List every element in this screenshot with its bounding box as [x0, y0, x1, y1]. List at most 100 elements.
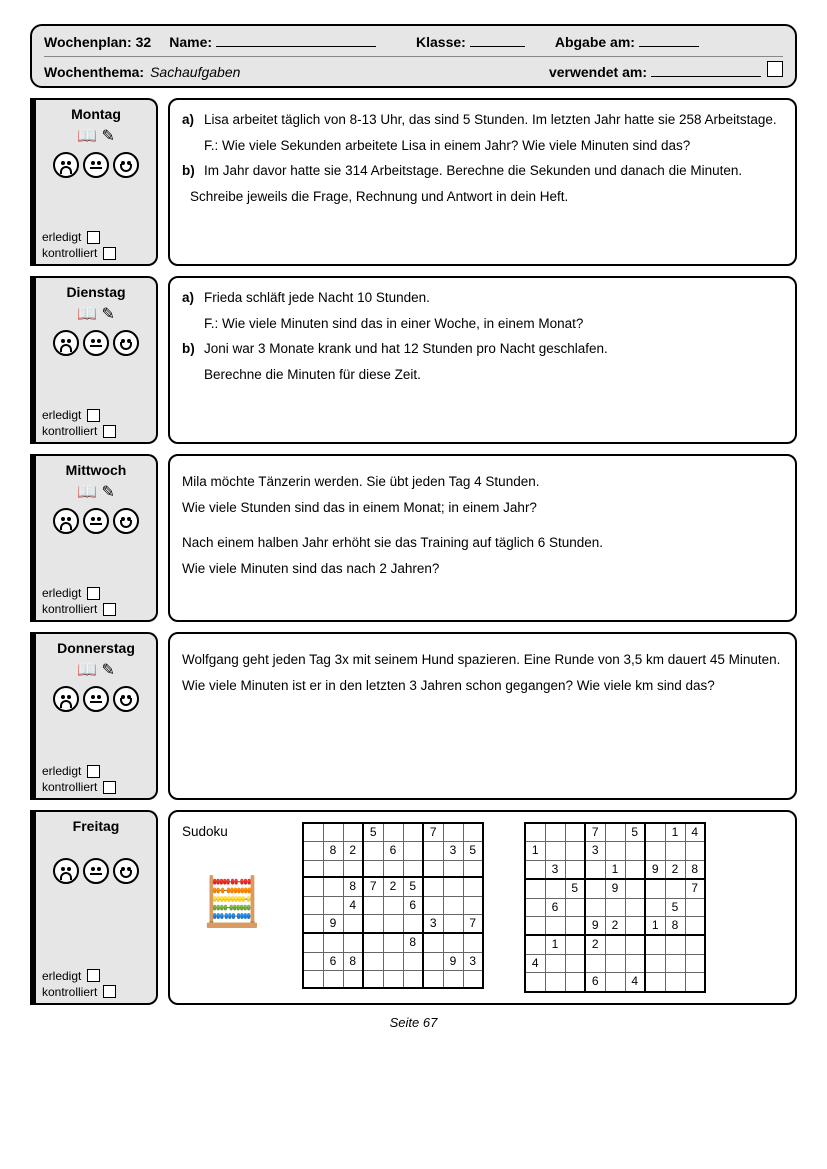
sudoku-cell[interactable]: [403, 915, 423, 934]
sudoku-cell[interactable]: [605, 842, 625, 860]
sudoku-cell[interactable]: 1: [645, 916, 665, 935]
sudoku-cell[interactable]: 2: [665, 860, 685, 879]
smiley-sad-icon[interactable]: [53, 686, 79, 712]
checked-checkbox[interactable]: [103, 985, 116, 998]
sudoku-cell[interactable]: 1: [525, 842, 545, 860]
sudoku-cell[interactable]: [665, 879, 685, 898]
sudoku-cell[interactable]: 3: [545, 860, 565, 879]
sudoku-cell[interactable]: 8: [665, 916, 685, 935]
checked-checkbox[interactable]: [103, 425, 116, 438]
sudoku-cell[interactable]: 8: [323, 842, 343, 860]
sudoku-cell[interactable]: [423, 971, 443, 988]
sudoku-cell[interactable]: [565, 916, 585, 935]
checked-checkbox[interactable]: [103, 603, 116, 616]
sudoku-cell[interactable]: 6: [383, 842, 403, 860]
sudoku-cell[interactable]: [665, 842, 685, 860]
sudoku-cell[interactable]: [443, 860, 463, 877]
sudoku-cell[interactable]: [463, 933, 483, 952]
sudoku-cell[interactable]: [525, 860, 545, 879]
sudoku-cell[interactable]: [303, 933, 323, 952]
sudoku-cell[interactable]: [565, 954, 585, 972]
sudoku-cell[interactable]: 4: [685, 823, 705, 842]
sudoku-cell[interactable]: [585, 879, 605, 898]
sudoku-cell[interactable]: [443, 971, 463, 988]
sudoku-cell[interactable]: [565, 860, 585, 879]
sudoku-cell[interactable]: [303, 842, 323, 860]
sudoku-cell[interactable]: 5: [625, 823, 645, 842]
sudoku-cell[interactable]: 9: [645, 860, 665, 879]
sudoku-cell[interactable]: [525, 898, 545, 916]
sudoku-cell[interactable]: [645, 823, 665, 842]
due-field[interactable]: [639, 46, 699, 47]
sudoku-cell[interactable]: [383, 896, 403, 914]
sudoku-cell[interactable]: [463, 823, 483, 842]
sudoku-cell[interactable]: [545, 973, 565, 992]
sudoku-cell[interactable]: [665, 935, 685, 954]
sudoku-cell[interactable]: [565, 823, 585, 842]
smiley-neutral-icon[interactable]: [83, 330, 109, 356]
sudoku-cell[interactable]: [343, 971, 363, 988]
sudoku-cell[interactable]: [625, 916, 645, 935]
sudoku-cell[interactable]: 7: [463, 915, 483, 934]
sudoku-cell[interactable]: [323, 860, 343, 877]
sudoku-cell[interactable]: [443, 933, 463, 952]
sudoku-cell[interactable]: [363, 952, 383, 970]
sudoku-cell[interactable]: [565, 973, 585, 992]
sudoku-cell[interactable]: 4: [625, 973, 645, 992]
sudoku-cell[interactable]: 6: [585, 973, 605, 992]
used-checkbox[interactable]: [767, 61, 783, 77]
sudoku-cell[interactable]: [625, 842, 645, 860]
sudoku-cell[interactable]: [645, 954, 665, 972]
smiley-happy-icon[interactable]: [113, 686, 139, 712]
sudoku-cell[interactable]: [423, 896, 443, 914]
sudoku-cell[interactable]: 6: [545, 898, 565, 916]
sudoku-cell[interactable]: [323, 896, 343, 914]
sudoku-cell[interactable]: [343, 860, 363, 877]
sudoku-cell[interactable]: [645, 898, 665, 916]
sudoku-cell[interactable]: [323, 971, 343, 988]
sudoku-cell[interactable]: [303, 823, 323, 842]
sudoku-cell[interactable]: 4: [525, 954, 545, 972]
sudoku-cell[interactable]: 2: [343, 842, 363, 860]
sudoku-cell[interactable]: [423, 877, 443, 896]
sudoku-cell[interactable]: 5: [363, 823, 383, 842]
sudoku-cell[interactable]: [525, 916, 545, 935]
sudoku-cell[interactable]: [585, 954, 605, 972]
sudoku-cell[interactable]: [585, 898, 605, 916]
done-checkbox[interactable]: [87, 409, 100, 422]
sudoku-cell[interactable]: [625, 935, 645, 954]
sudoku-cell[interactable]: [545, 916, 565, 935]
smiley-happy-icon[interactable]: [113, 330, 139, 356]
sudoku-cell[interactable]: 3: [463, 952, 483, 970]
sudoku-cell[interactable]: [403, 860, 423, 877]
sudoku-cell[interactable]: [645, 879, 665, 898]
sudoku-cell[interactable]: 9: [585, 916, 605, 935]
class-field[interactable]: [470, 46, 525, 47]
sudoku-cell[interactable]: [343, 915, 363, 934]
sudoku-cell[interactable]: [463, 896, 483, 914]
sudoku-cell[interactable]: [323, 933, 343, 952]
sudoku-cell[interactable]: [383, 952, 403, 970]
sudoku-cell[interactable]: [665, 973, 685, 992]
sudoku-cell[interactable]: 8: [343, 952, 363, 970]
smiley-sad-icon[interactable]: [53, 330, 79, 356]
smiley-neutral-icon[interactable]: [83, 152, 109, 178]
sudoku-cell[interactable]: [423, 933, 443, 952]
sudoku-cell[interactable]: [565, 898, 585, 916]
sudoku-cell[interactable]: [463, 860, 483, 877]
done-checkbox[interactable]: [87, 765, 100, 778]
sudoku-cell[interactable]: [645, 935, 665, 954]
smiley-sad-icon[interactable]: [53, 858, 79, 884]
smiley-neutral-icon[interactable]: [83, 686, 109, 712]
sudoku-cell[interactable]: [605, 954, 625, 972]
sudoku-cell[interactable]: [403, 842, 423, 860]
sudoku-cell[interactable]: 5: [665, 898, 685, 916]
sudoku-cell[interactable]: 8: [685, 860, 705, 879]
sudoku-cell[interactable]: [605, 973, 625, 992]
sudoku-cell[interactable]: [463, 877, 483, 896]
sudoku-cell[interactable]: [525, 823, 545, 842]
sudoku-cell[interactable]: [565, 935, 585, 954]
sudoku-cell[interactable]: 3: [443, 842, 463, 860]
sudoku-cell[interactable]: [685, 935, 705, 954]
sudoku-cell[interactable]: [303, 877, 323, 896]
